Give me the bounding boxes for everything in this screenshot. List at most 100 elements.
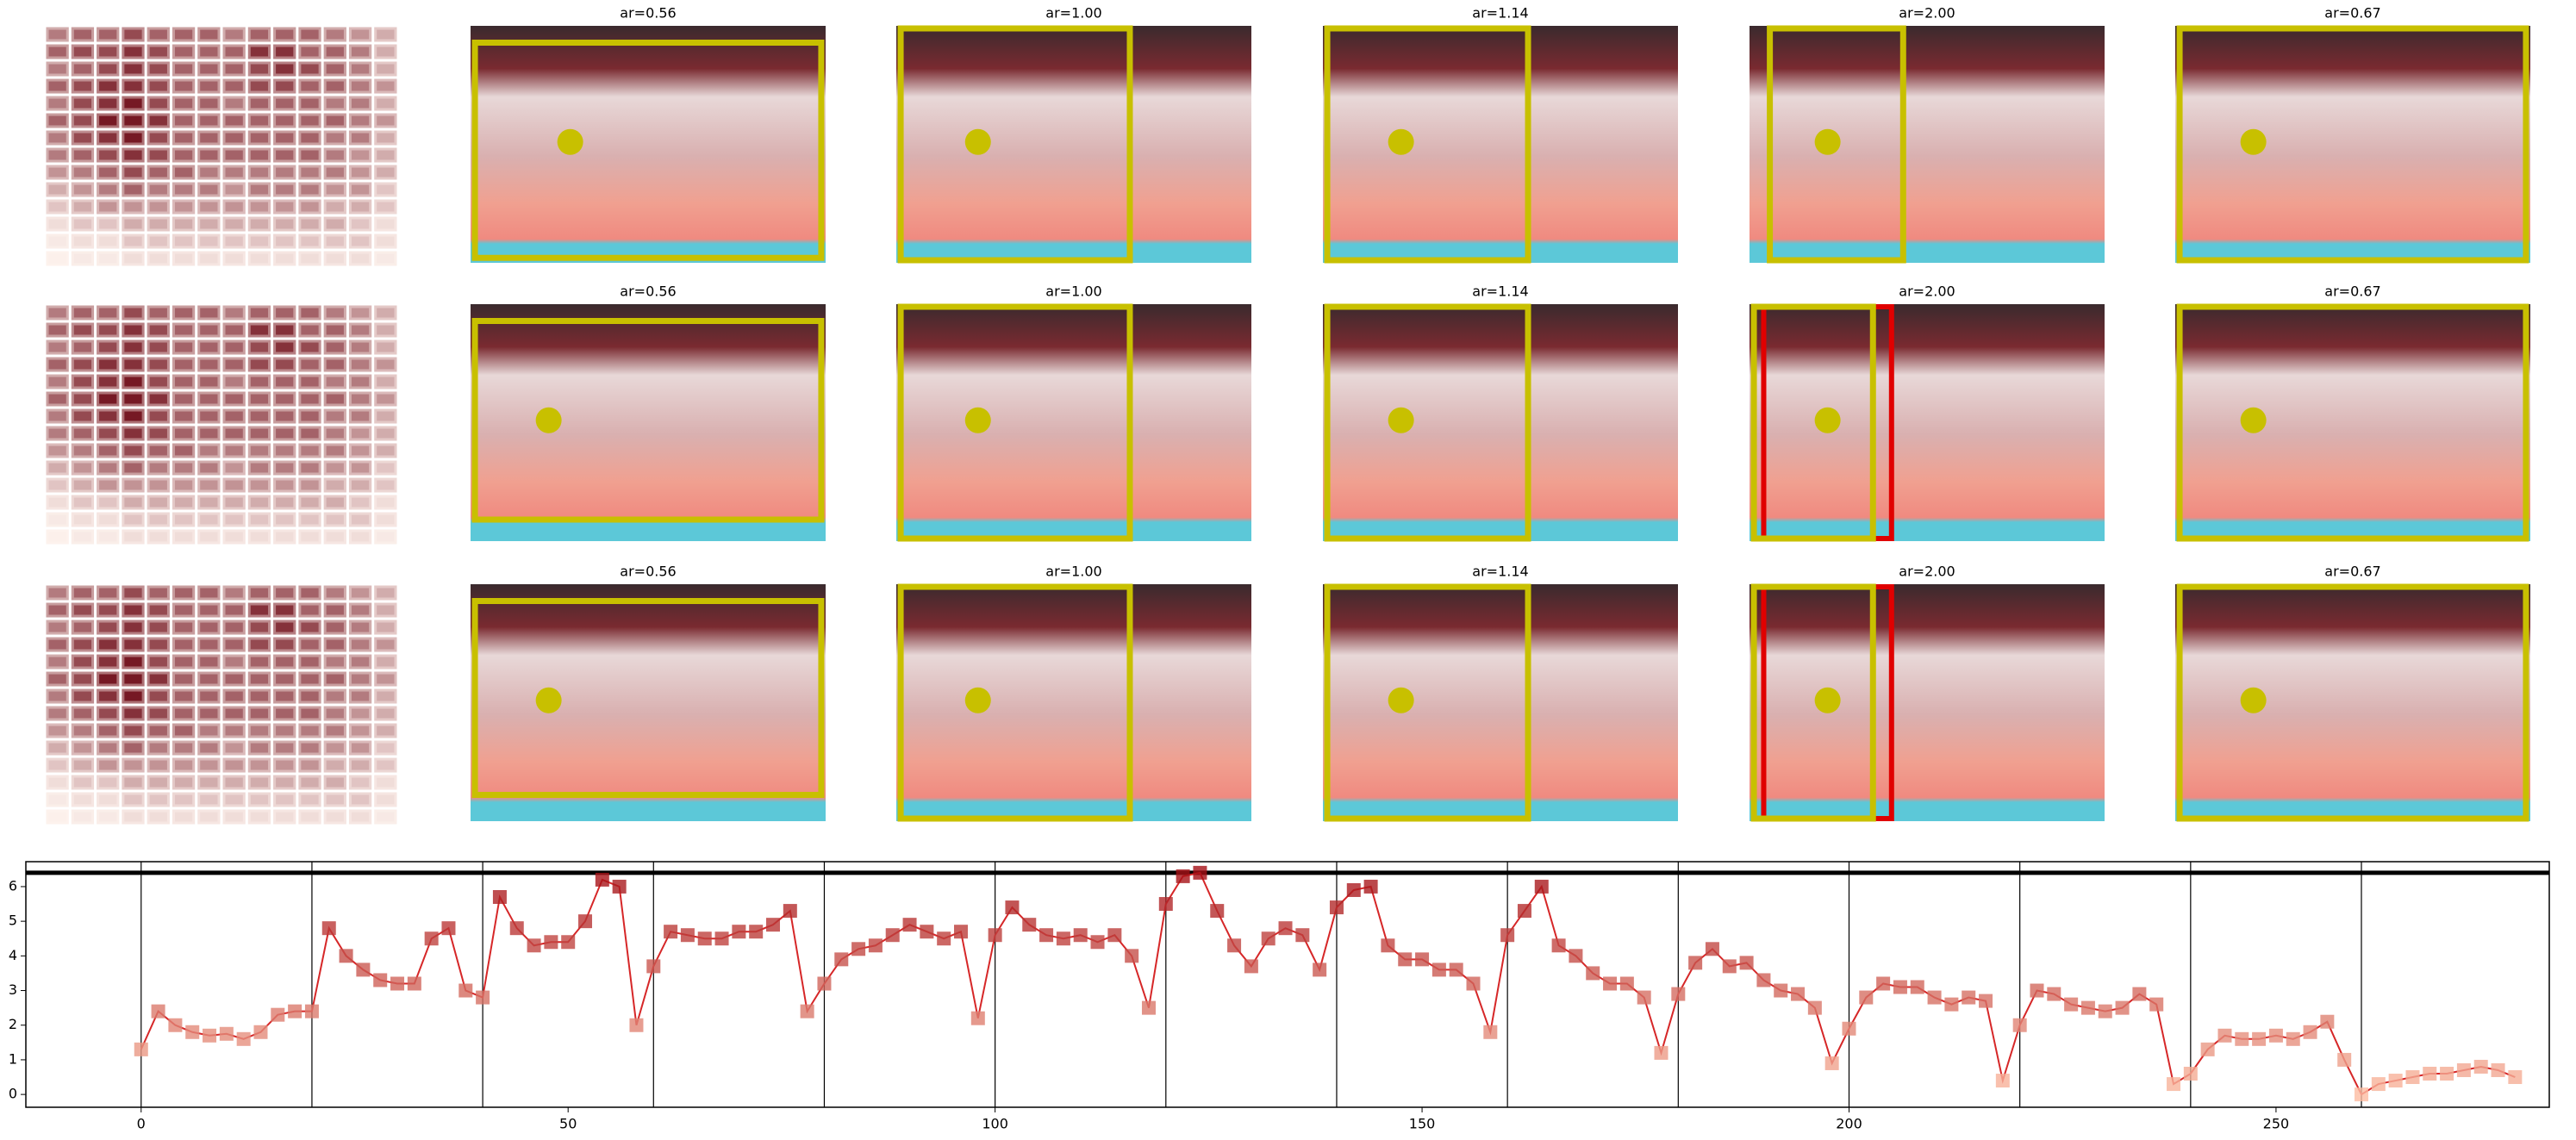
heatmap-cell [172, 637, 196, 652]
marker [2030, 983, 2044, 998]
heatmap-cell [97, 460, 120, 476]
heatmap-cell [147, 809, 170, 825]
marker [1090, 935, 1105, 950]
heatmap-cell [197, 130, 221, 146]
heatmap-cell [247, 147, 271, 163]
heatmap-cell [298, 165, 321, 180]
heatmap-cell [46, 637, 69, 652]
heatmap-cell [247, 757, 271, 773]
heatmap-cell [172, 113, 196, 128]
heatmap-cell [323, 637, 346, 652]
marker [1261, 931, 1276, 946]
marker [1005, 900, 1020, 915]
heatmap-cell [298, 477, 321, 493]
heatmap-cell [197, 199, 221, 215]
heatmap-cell [222, 322, 246, 338]
heatmap-cell [247, 443, 271, 458]
heatmap-cell [374, 305, 397, 321]
heatmap-cell [348, 113, 372, 128]
heatmap-cell [97, 671, 120, 687]
heatmap-cell [273, 637, 296, 652]
heatmap-cell [122, 340, 145, 355]
heatmap-cell [298, 706, 321, 721]
marker [970, 1011, 985, 1025]
heatmap-cell [71, 443, 95, 458]
heatmap-cell [247, 688, 271, 704]
marker [595, 872, 609, 887]
marker [288, 1004, 303, 1019]
marker [1722, 959, 1737, 974]
heatmap-cell [122, 27, 145, 42]
heatmap-cell [298, 426, 321, 441]
y-tick-label: 5 [9, 913, 17, 929]
marker [1927, 990, 1942, 1005]
heatmap-cell [273, 78, 296, 94]
marker [646, 959, 661, 974]
photo [1750, 26, 2105, 263]
marker [458, 983, 473, 998]
heatmap-cell [97, 305, 120, 321]
heatmap-cell [298, 340, 321, 355]
heatmap-cell [97, 775, 120, 790]
heatmap-cell [222, 426, 246, 441]
photo [471, 584, 826, 821]
marker [1363, 879, 1378, 894]
heatmap-cell [172, 340, 196, 355]
heatmap-cell [323, 234, 346, 249]
y-tick-label: 0 [9, 1086, 17, 1102]
heatmap-cell [298, 357, 321, 372]
heatmap-cell [247, 775, 271, 790]
heatmap-cell [247, 529, 271, 545]
photo [1323, 584, 1678, 821]
heatmap-cell [172, 182, 196, 197]
marker [2303, 1025, 2317, 1039]
photo [896, 584, 1251, 821]
heatmap-cell [172, 251, 196, 266]
panel-title: ar=0.67 [2324, 283, 2380, 300]
heatmap-cell [247, 113, 271, 128]
heatmap-cell [197, 27, 221, 42]
heatmap-cell [197, 620, 221, 635]
marker [1569, 949, 1583, 963]
heatmap-cell [273, 723, 296, 738]
marker [1791, 987, 1806, 1001]
heatmap-cell [122, 199, 145, 215]
heatmap-cell [273, 374, 296, 389]
marker [1619, 976, 1634, 991]
heatmap-cell [374, 340, 397, 355]
marker [834, 952, 849, 967]
heatmap-cell [273, 654, 296, 670]
photo [896, 26, 1251, 263]
heatmap-cell [273, 96, 296, 111]
photo [1323, 26, 1678, 263]
heatmap-cell [97, 477, 120, 493]
marker [1125, 949, 1139, 963]
heatmap-cell [71, 340, 95, 355]
marker [2508, 1070, 2523, 1085]
heatmap-cell [298, 147, 321, 163]
heatmap-cell [348, 96, 372, 111]
heatmap-cell [147, 460, 170, 476]
center-dot [557, 128, 583, 155]
heatmap-cell [348, 199, 372, 215]
marker [2149, 997, 2164, 1012]
heatmap-cell [71, 688, 95, 704]
heatmap-cell [97, 96, 120, 111]
heatmap-cell [273, 27, 296, 42]
marker [851, 942, 866, 956]
heatmap-cell [97, 529, 120, 545]
heatmap-cell [298, 512, 321, 527]
heatmap-cell [122, 251, 145, 266]
heatmap-cell [323, 460, 346, 476]
marker [1962, 990, 1976, 1005]
center-dot [1814, 128, 1841, 155]
heatmap-cell [273, 809, 296, 825]
marker [2064, 997, 2079, 1012]
marker [953, 925, 968, 939]
heatmap-cell [46, 216, 69, 232]
heatmap-cell [348, 477, 372, 493]
marker [304, 1004, 319, 1019]
heatmap-cell [46, 585, 69, 601]
heatmap-cell [298, 529, 321, 545]
marker [2132, 987, 2147, 1001]
